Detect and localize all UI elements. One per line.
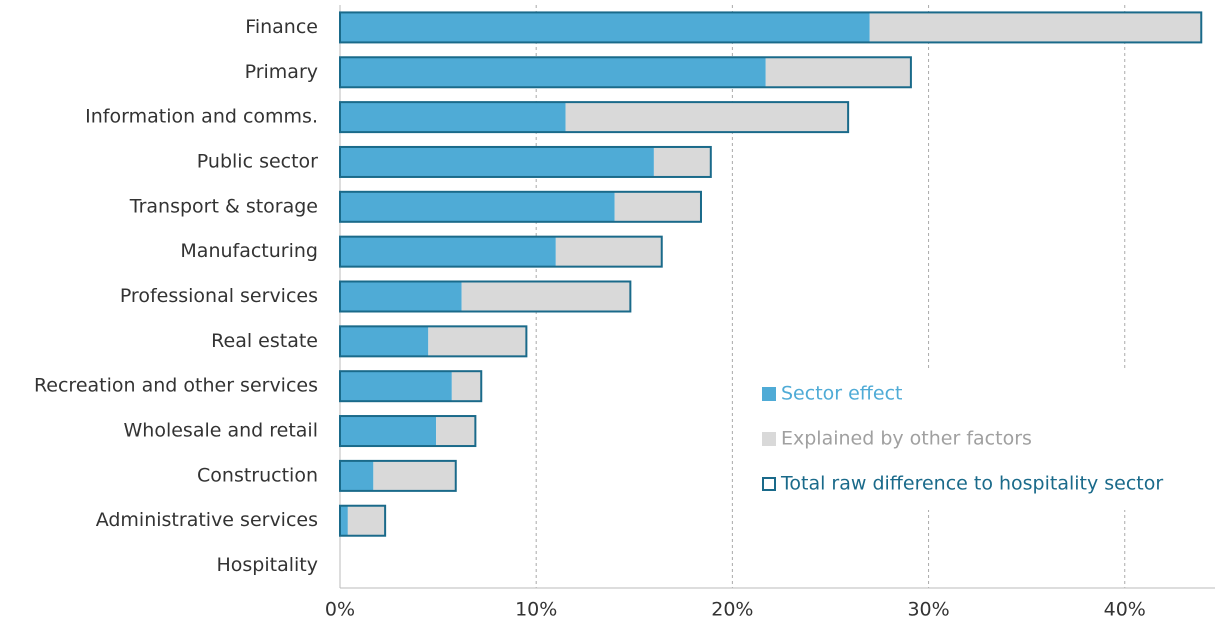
total-outline [339, 370, 483, 403]
bar-segment [340, 191, 615, 222]
bar-segment [340, 12, 870, 43]
bar-segment [340, 102, 566, 133]
total-outline [339, 56, 912, 89]
total-outline [339, 190, 702, 223]
y-tick-label: Administrative services [96, 509, 318, 531]
y-tick-label: Primary [245, 61, 318, 83]
y-tick-label: Construction [197, 464, 318, 486]
bar-segment [340, 236, 556, 267]
total-outline [339, 145, 712, 178]
legend-label: Total raw difference to hospitality sect… [780, 473, 1163, 495]
bar-segment [461, 281, 631, 312]
bar-segment [428, 326, 527, 357]
bar-segment [436, 416, 476, 447]
total-outline [339, 280, 632, 313]
y-tick-label: Real estate [211, 330, 318, 352]
y-tick-label: Recreation and other services [34, 375, 318, 397]
y-tick-label: Hospitality [217, 554, 319, 576]
bar-segment [340, 326, 429, 357]
bar-segment [340, 460, 374, 491]
y-tick-label: Wholesale and retail [124, 420, 319, 442]
y-tick-label: Information and comms. [85, 106, 318, 128]
total-outline [339, 235, 663, 268]
legend-swatch [762, 432, 776, 446]
total-outline [339, 504, 387, 537]
bar-segment [451, 371, 482, 402]
bar-segment [340, 505, 348, 536]
y-tick-label: Transport & storage [129, 195, 318, 217]
bar-segment [373, 460, 456, 491]
bar-segment [555, 236, 662, 267]
x-tick-label: 20% [711, 599, 753, 621]
bar-segment [347, 505, 386, 536]
bar-segment [765, 57, 911, 88]
total-outline [339, 325, 528, 358]
legend-label: Sector effect [781, 383, 903, 405]
legend-label: Explained by other factors [781, 428, 1032, 450]
bar-segment [340, 281, 462, 312]
legend-swatch [762, 387, 776, 401]
total-outline [339, 415, 477, 448]
legend-background [754, 370, 1209, 510]
total-outline [339, 459, 457, 492]
y-tick-label: Finance [245, 16, 318, 38]
y-tick-label: Manufacturing [180, 240, 318, 262]
total-outline [339, 11, 1203, 44]
bar-segment [340, 146, 654, 177]
legend-swatch [762, 477, 776, 491]
bar-segment [614, 191, 701, 222]
bar-segment [565, 102, 849, 133]
bar-segment [869, 12, 1202, 43]
bar-segment [340, 57, 766, 88]
x-tick-label: 10% [515, 599, 557, 621]
bar-segment [340, 416, 437, 447]
bar-segment [653, 146, 711, 177]
x-tick-label: 30% [907, 599, 949, 621]
total-outline [339, 101, 850, 134]
y-tick-label: Public sector [197, 150, 318, 172]
bar-segment [340, 371, 452, 402]
x-tick-label: 0% [325, 599, 355, 621]
x-tick-label: 40% [1104, 599, 1146, 621]
y-tick-label: Professional services [120, 285, 318, 307]
